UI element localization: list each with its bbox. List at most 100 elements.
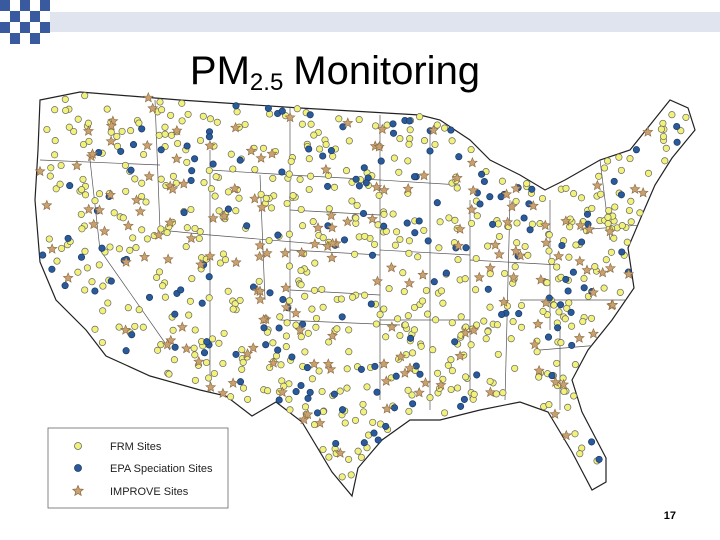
epa-site bbox=[377, 157, 385, 165]
frm-site bbox=[343, 384, 351, 392]
epa-site bbox=[340, 236, 349, 244]
epa-site bbox=[528, 185, 536, 193]
improve-site bbox=[255, 152, 267, 163]
frm-site bbox=[312, 314, 321, 322]
frm-site bbox=[448, 319, 456, 327]
epa-site bbox=[442, 269, 450, 277]
epa-site bbox=[564, 287, 572, 295]
frm-site bbox=[564, 403, 572, 411]
frm-site bbox=[361, 291, 369, 299]
improve-site bbox=[122, 220, 134, 231]
frm-site bbox=[380, 210, 388, 218]
frm-site bbox=[383, 121, 391, 129]
improve-site bbox=[217, 387, 229, 399]
frm-site bbox=[517, 323, 526, 331]
improve-site bbox=[637, 187, 649, 198]
frm-site bbox=[238, 346, 246, 354]
frm-site bbox=[345, 455, 353, 463]
frm-site bbox=[604, 157, 612, 165]
improve-site bbox=[418, 169, 430, 181]
improve-site bbox=[261, 247, 273, 259]
epa-site bbox=[157, 146, 165, 154]
frm-site bbox=[167, 111, 175, 119]
frm-site bbox=[441, 124, 449, 132]
frm-site bbox=[308, 305, 316, 313]
frm-site bbox=[617, 166, 625, 174]
improve-site bbox=[366, 213, 378, 224]
frm-site bbox=[512, 197, 520, 205]
frm-site bbox=[121, 161, 129, 169]
improve-site bbox=[342, 117, 354, 128]
frm-site bbox=[568, 322, 576, 330]
frm-site bbox=[484, 242, 492, 250]
frm-site bbox=[84, 119, 92, 127]
frm-site bbox=[437, 287, 446, 295]
improve-site bbox=[71, 159, 83, 171]
improve-site bbox=[413, 386, 425, 398]
frm-site bbox=[195, 234, 203, 243]
frm-site bbox=[239, 384, 248, 392]
deco-square bbox=[20, 22, 30, 33]
improve-site bbox=[296, 246, 308, 258]
improve-site bbox=[327, 237, 339, 249]
deco-square bbox=[30, 11, 40, 22]
frm-site bbox=[389, 210, 397, 218]
epa-site bbox=[610, 177, 618, 185]
epa-site bbox=[548, 372, 556, 380]
frm-site bbox=[677, 127, 685, 135]
epa-site bbox=[205, 133, 213, 141]
epa-site bbox=[128, 331, 136, 339]
improve-site bbox=[204, 250, 216, 261]
frm-site bbox=[113, 132, 121, 140]
improve-site bbox=[435, 379, 447, 390]
epa-site bbox=[407, 334, 415, 342]
frm-site bbox=[352, 214, 360, 222]
frm-site bbox=[213, 118, 221, 126]
frm-site bbox=[154, 346, 162, 354]
improve-site bbox=[452, 240, 464, 251]
improve-site bbox=[549, 376, 561, 387]
epa-site bbox=[288, 353, 296, 361]
frm-site bbox=[184, 110, 192, 118]
frm-site bbox=[560, 387, 568, 396]
frm-site bbox=[610, 234, 618, 242]
frm-site bbox=[45, 235, 53, 243]
frm-site bbox=[494, 350, 502, 358]
epa-site bbox=[107, 277, 115, 285]
epa-site bbox=[39, 251, 47, 259]
frm-site bbox=[393, 228, 401, 236]
improve-site bbox=[131, 194, 143, 205]
state-line bbox=[39, 159, 161, 166]
frm-site bbox=[319, 408, 327, 416]
epa-site bbox=[433, 199, 441, 207]
epa-site bbox=[352, 175, 360, 183]
epa-site bbox=[303, 364, 311, 372]
frm-site bbox=[113, 142, 122, 150]
frm-site bbox=[618, 222, 626, 230]
frm-site bbox=[555, 308, 563, 316]
frm-site bbox=[657, 125, 665, 133]
epa-site bbox=[618, 248, 626, 256]
improve-site bbox=[583, 223, 595, 235]
frm-site bbox=[305, 155, 313, 163]
frm-site bbox=[597, 190, 605, 198]
deco-square bbox=[40, 0, 50, 11]
frm-site bbox=[99, 282, 107, 290]
title-prefix: PM bbox=[190, 49, 250, 93]
frm-site bbox=[434, 369, 442, 377]
improve-site bbox=[629, 183, 641, 194]
frm-site bbox=[330, 183, 339, 191]
improve-site bbox=[493, 248, 505, 260]
frm-site bbox=[301, 403, 310, 411]
frm-site bbox=[498, 177, 506, 185]
epa-site bbox=[48, 265, 56, 273]
frm-site bbox=[236, 296, 244, 304]
frm-site bbox=[285, 395, 293, 403]
frm-site bbox=[308, 375, 316, 383]
improve-site bbox=[420, 377, 432, 388]
frm-site bbox=[565, 253, 573, 261]
frm-site bbox=[297, 267, 305, 275]
epa-site bbox=[578, 238, 586, 246]
epa-site bbox=[260, 324, 268, 332]
